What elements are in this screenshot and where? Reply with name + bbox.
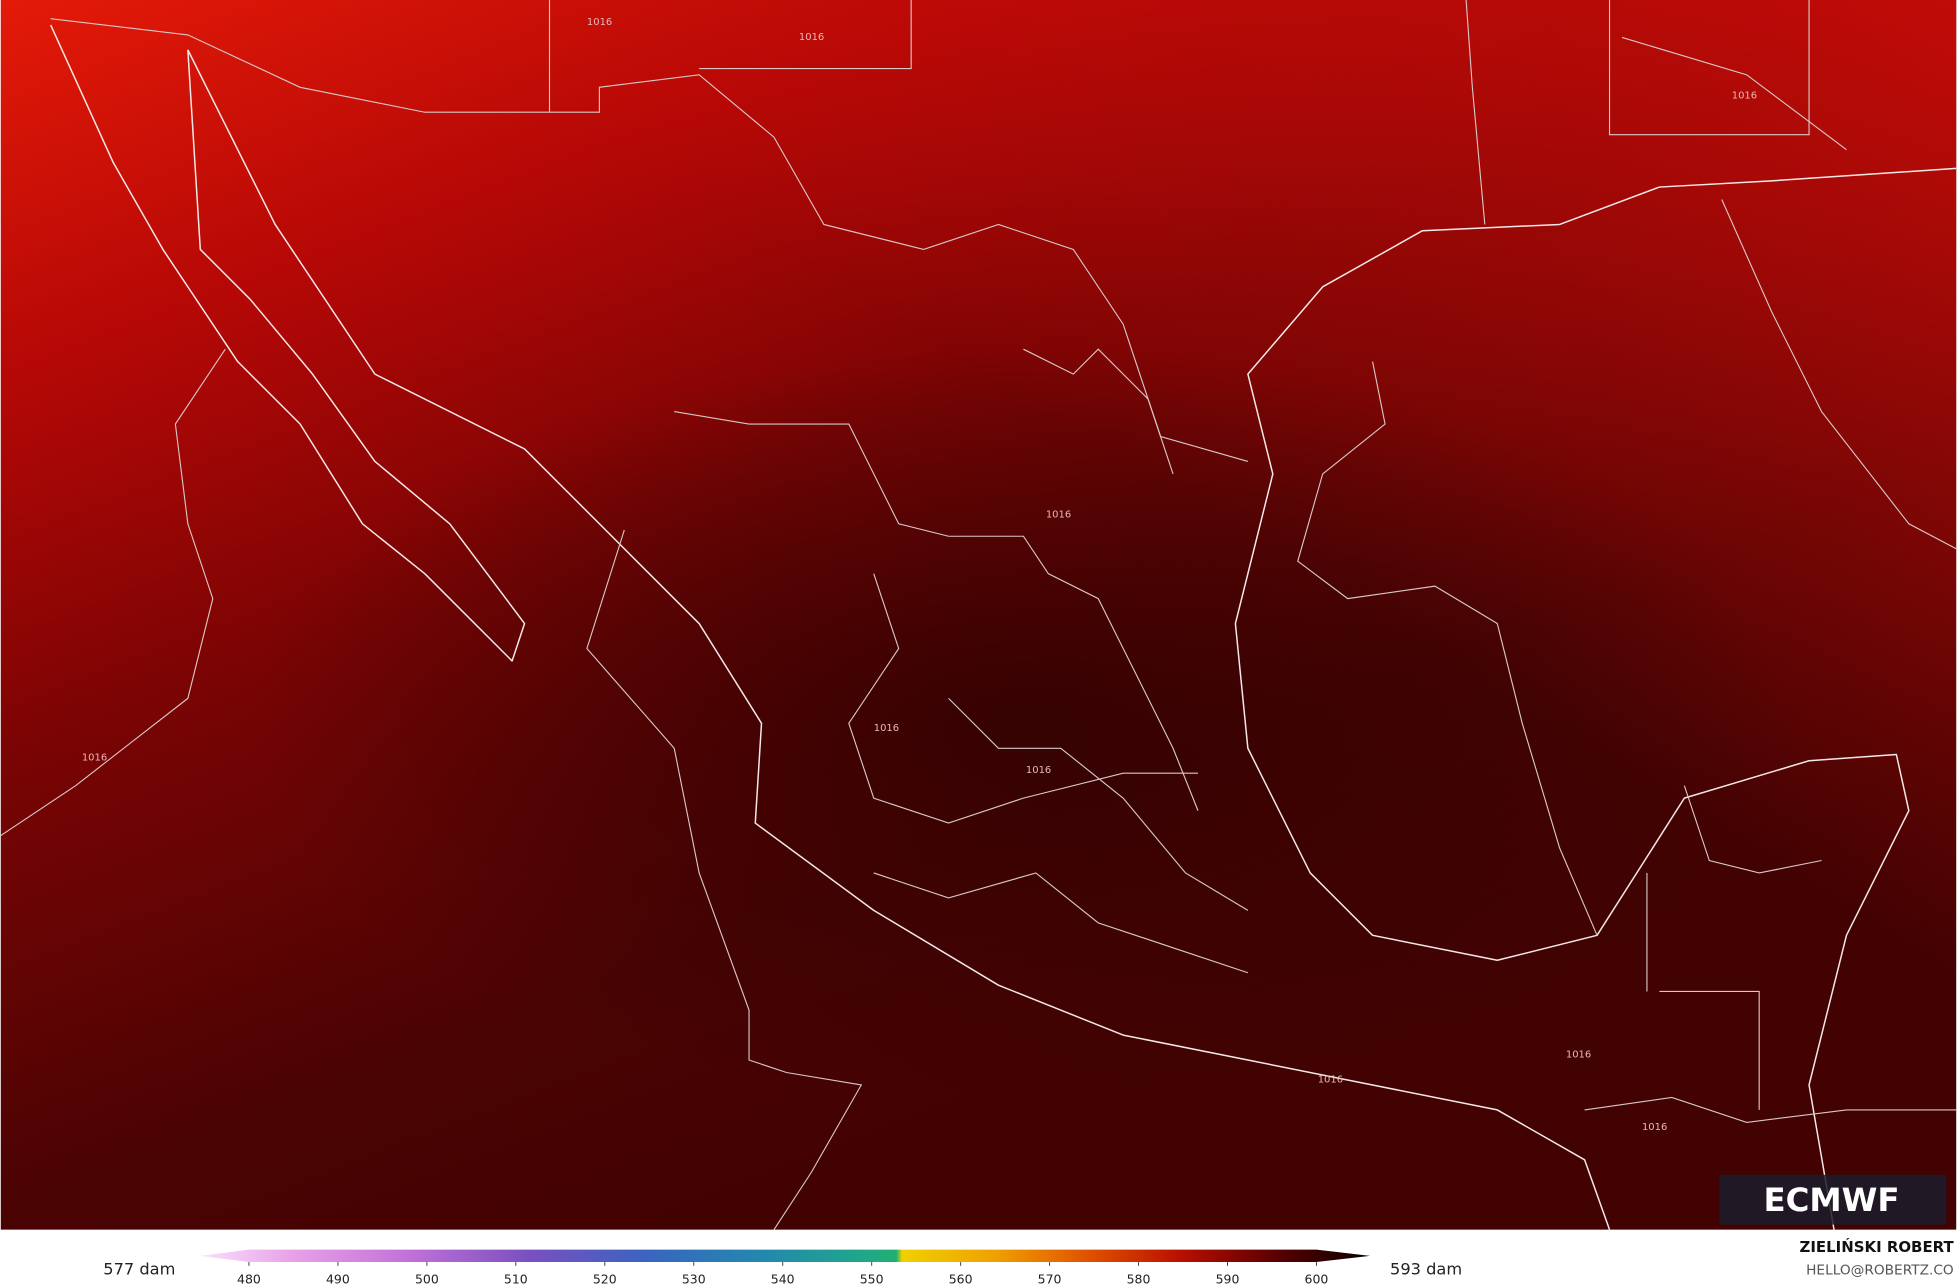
- logo-text: ECMWF: [1763, 1181, 1899, 1219]
- colorbar-tick-label: 490: [326, 1271, 350, 1286]
- isobar-label: 1016: [1732, 91, 1757, 102]
- legend-max-label: 593 dam: [1390, 1260, 1462, 1279]
- isobar-label: 1016: [82, 753, 107, 764]
- logo: ECMWF: [1719, 1174, 1947, 1225]
- isobar-label: 1016: [1566, 1050, 1591, 1061]
- colorbar-tick-label: 530: [682, 1271, 706, 1286]
- coastline: [1234, 167, 1957, 1230]
- colorbar-tick-label: 560: [949, 1271, 973, 1286]
- colorbar-tick-label: 600: [1305, 1271, 1329, 1286]
- high-core: [250, 349, 1797, 1098]
- colorbar-tick-label: 480: [237, 1271, 261, 1286]
- colorbar-tick-label: 580: [1127, 1271, 1151, 1286]
- colorbar-tick-label: 520: [593, 1271, 617, 1286]
- colorbar-tick-label: 540: [771, 1271, 795, 1286]
- isobar-label: 1016: [587, 17, 612, 28]
- isobar-label: 1016: [1046, 510, 1071, 521]
- isobar-label: 1016: [1026, 765, 1051, 776]
- isobar-label: 1016: [1642, 1122, 1667, 1133]
- legend-min-label: 577 dam: [103, 1260, 175, 1279]
- colorbar: [200, 1249, 1371, 1263]
- credit-contact: HELLO@ROBERTZ.CO: [1806, 1263, 1954, 1279]
- colorbar-tick-label: 500: [415, 1271, 439, 1286]
- isobar-label: 1016: [874, 723, 899, 734]
- colorbar-tick-label: 510: [504, 1271, 528, 1286]
- border: [50, 18, 1249, 462]
- border: [674, 348, 1249, 974]
- map: 1016 1016 1016 1016 1016 1016 1016 1016 …: [0, 0, 1957, 1230]
- coastline: [187, 49, 1611, 1230]
- colorbar-tick-label: 570: [1038, 1271, 1062, 1286]
- isobar-label: 1016: [799, 32, 824, 43]
- isobar-label: 1016: [1318, 1074, 1343, 1085]
- colorbar-tick-label: 590: [1216, 1271, 1240, 1286]
- credit-name: ZIELIŃSKI ROBERT: [1799, 1237, 1954, 1256]
- colorbar-tick-label: 550: [860, 1271, 884, 1286]
- legend: 577 dam 593 dam 480 490 500 510 520 530 540 550…: [103, 1249, 1462, 1286]
- border: [1584, 785, 1957, 1123]
- logo-box: [1719, 1174, 1947, 1225]
- coastline: [49, 24, 526, 662]
- border: [1297, 36, 1957, 936]
- border: [0, 348, 863, 1230]
- border: [548, 0, 1810, 225]
